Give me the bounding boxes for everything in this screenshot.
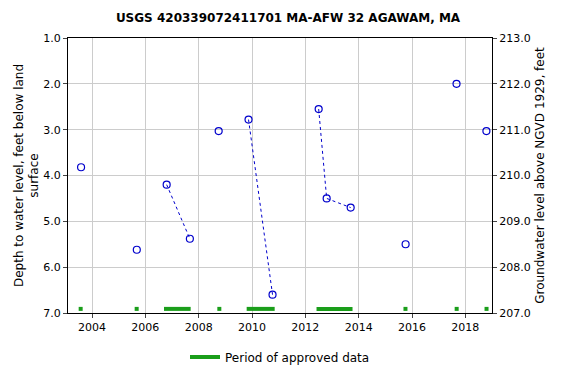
svg-text:2.0: 2.0 bbox=[43, 78, 61, 91]
svg-text:USGS 420339072411701 MA-AFW 32: USGS 420339072411701 MA-AFW 32 AGAWAM, M… bbox=[116, 11, 461, 25]
svg-text:1.0: 1.0 bbox=[43, 32, 61, 45]
svg-text:208.0: 208.0 bbox=[499, 261, 531, 274]
svg-text:209.0: 209.0 bbox=[499, 215, 531, 228]
svg-text:2008: 2008 bbox=[185, 321, 213, 334]
svg-text:5.0: 5.0 bbox=[43, 215, 61, 228]
svg-text:211.0: 211.0 bbox=[499, 124, 531, 137]
svg-text:213.0: 213.0 bbox=[499, 32, 531, 45]
svg-text:Depth to water level, feet bel: Depth to water level, feet below landsur… bbox=[12, 64, 42, 287]
svg-text:2004: 2004 bbox=[78, 321, 106, 334]
svg-text:6.0: 6.0 bbox=[43, 261, 61, 274]
svg-text:2006: 2006 bbox=[131, 321, 159, 334]
svg-text:4.0: 4.0 bbox=[43, 169, 61, 182]
svg-text:210.0: 210.0 bbox=[499, 169, 531, 182]
svg-text:2016: 2016 bbox=[398, 321, 426, 334]
svg-text:7.0: 7.0 bbox=[43, 307, 61, 320]
svg-text:Groundwater level above NGVD 1: Groundwater level above NGVD 1929, feet bbox=[533, 47, 547, 304]
svg-text:2010: 2010 bbox=[238, 321, 266, 334]
svg-text:2012: 2012 bbox=[291, 321, 319, 334]
svg-text:212.0: 212.0 bbox=[499, 78, 531, 91]
svg-text:2018: 2018 bbox=[451, 321, 479, 334]
svg-text:Period of approved data: Period of approved data bbox=[225, 351, 369, 365]
svg-text:2014: 2014 bbox=[345, 321, 373, 334]
svg-text:3.0: 3.0 bbox=[43, 124, 61, 137]
svg-text:207.0: 207.0 bbox=[499, 307, 531, 320]
